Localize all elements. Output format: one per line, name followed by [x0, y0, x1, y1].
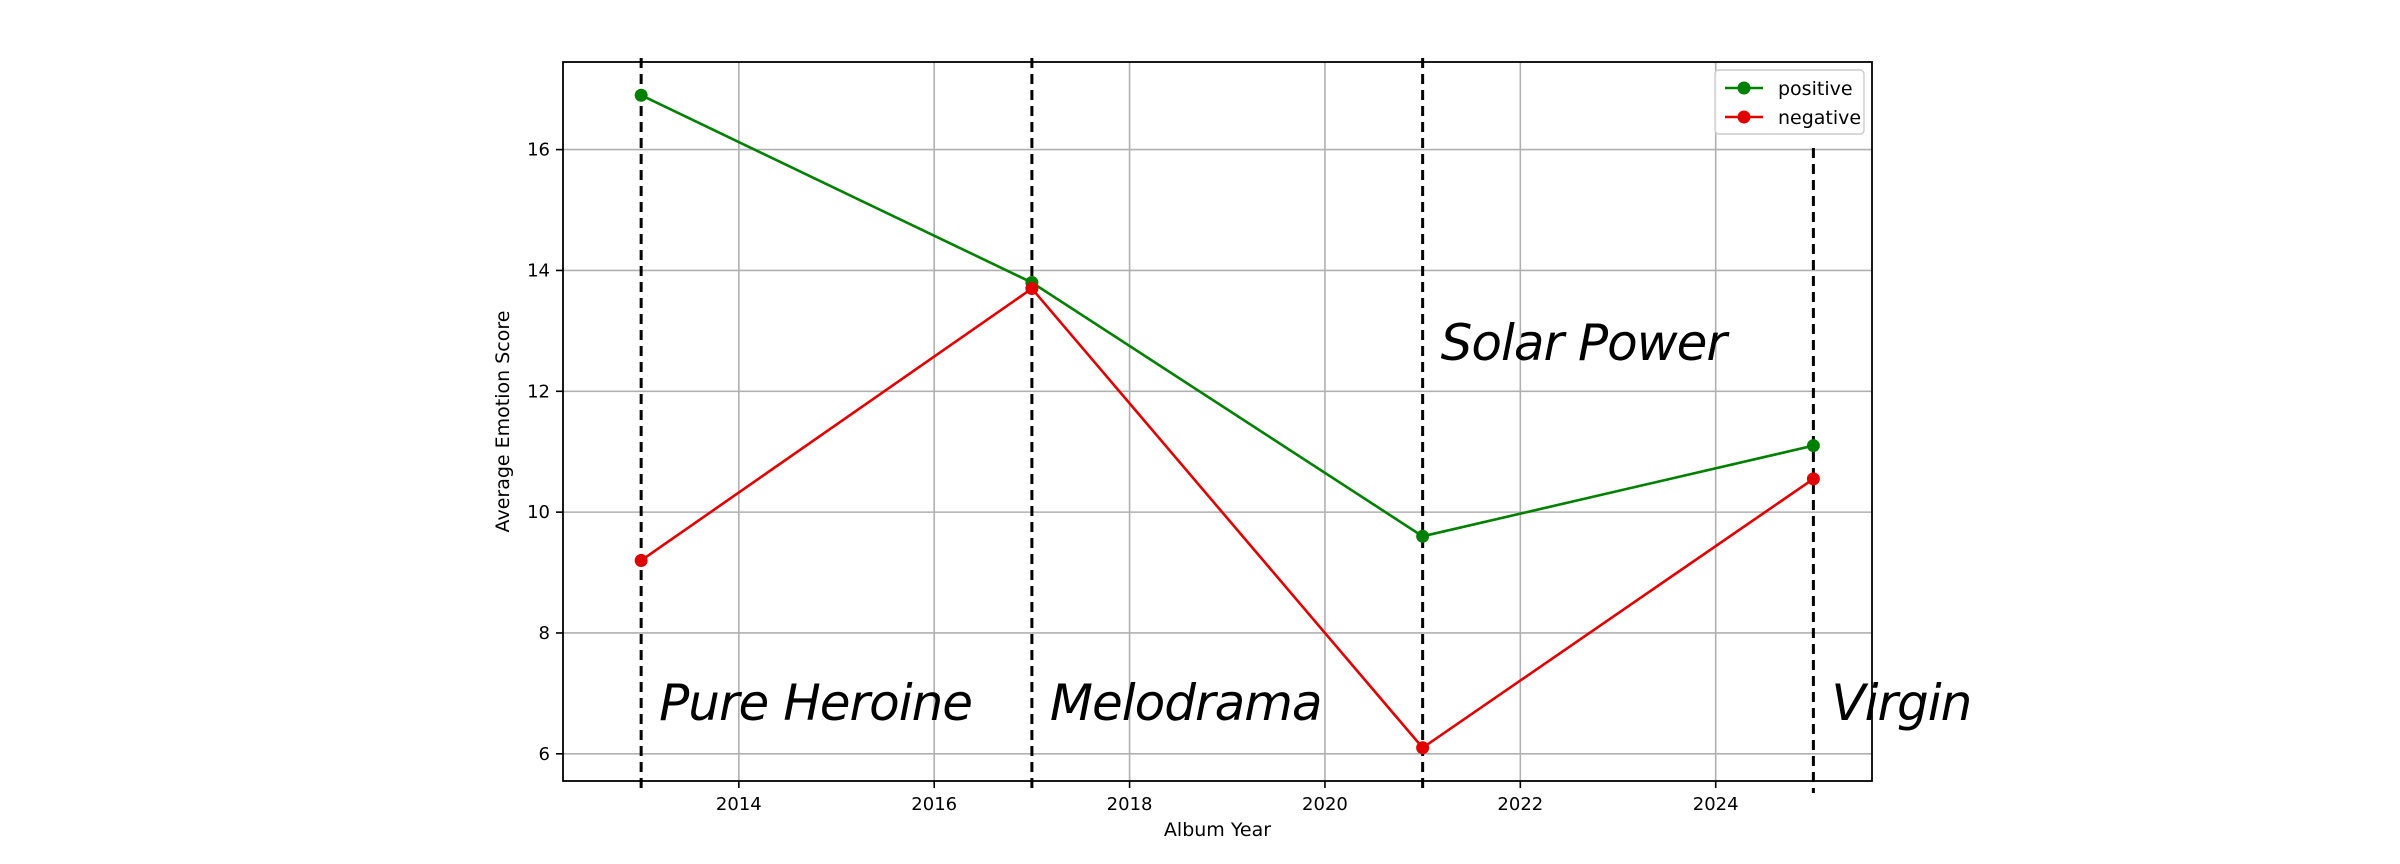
- y-tick-label: 8: [539, 623, 550, 644]
- grid-lines: [563, 62, 1872, 781]
- album-label: Virgin: [1831, 674, 1971, 732]
- data-series: [634, 88, 1820, 755]
- legend: positive negative: [1714, 69, 1865, 135]
- data-point-positive: [1806, 439, 1820, 453]
- x-axis-ticks: 2014 2016 2018 2020 2022 2024: [716, 781, 1739, 815]
- x-tick-label: 2022: [1497, 794, 1543, 815]
- y-axis-label: Average Emotion Score: [492, 311, 514, 533]
- x-tick-label: 2018: [1107, 794, 1153, 815]
- legend-label: negative: [1778, 107, 1861, 129]
- data-point-negative: [1806, 472, 1820, 486]
- data-point-negative: [1025, 282, 1039, 296]
- y-tick-label: 12: [527, 381, 550, 402]
- x-tick-label: 2014: [716, 794, 762, 815]
- data-point-positive: [1416, 529, 1430, 543]
- series-line-negative: [640, 286, 1815, 750]
- series-line-positive: [640, 94, 1814, 538]
- x-tick-label: 2016: [911, 794, 957, 815]
- y-tick-label: 14: [527, 260, 550, 281]
- x-axis-label: Album Year: [1164, 819, 1271, 841]
- y-tick-label: 16: [527, 140, 550, 161]
- y-tick-label: 6: [539, 744, 550, 765]
- album-label: Solar Power: [1441, 314, 1731, 372]
- x-tick-label: 2024: [1693, 794, 1739, 815]
- legend-marker: [1737, 81, 1751, 95]
- legend-label: positive: [1778, 78, 1853, 100]
- album-label: Pure Heroine: [659, 674, 972, 732]
- data-point-positive: [634, 88, 648, 102]
- legend-marker: [1737, 110, 1751, 124]
- x-tick-label: 2020: [1302, 794, 1348, 815]
- plot-frame: [562, 61, 1873, 782]
- album-marker-lines: [639, 58, 1815, 793]
- data-point-negative: [634, 553, 648, 567]
- album-label: Melodrama: [1050, 674, 1322, 732]
- data-point-negative: [1416, 741, 1430, 755]
- y-axis-ticks: 6 8 10 12 14 16: [527, 140, 563, 765]
- album-labels: Pure Heroine Melodrama Solar Power Virgin: [659, 314, 1972, 732]
- y-tick-label: 10: [527, 502, 550, 523]
